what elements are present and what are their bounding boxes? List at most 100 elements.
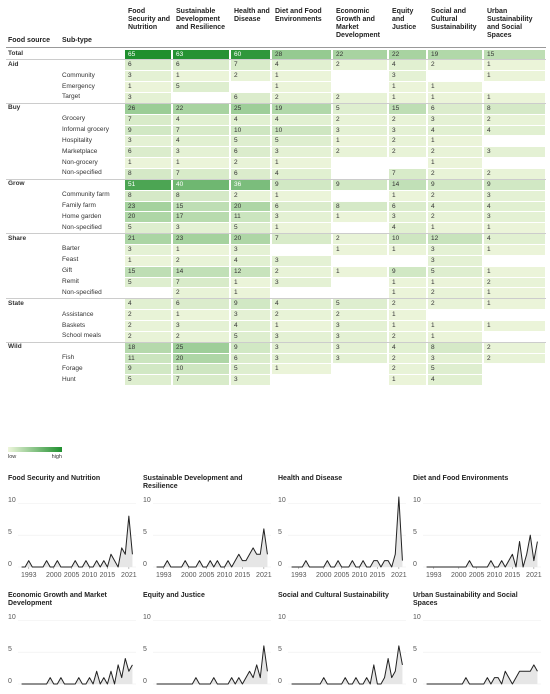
y-tick-label: 10 — [8, 614, 16, 621]
cell: 12 — [428, 234, 482, 244]
cell: 65 — [125, 49, 171, 60]
rule — [6, 102, 546, 104]
cell: 3 — [231, 310, 270, 320]
cell: 3 — [125, 71, 171, 82]
cell: 6 — [125, 147, 171, 158]
cell: 3 — [272, 342, 331, 353]
row-label: Remit — [62, 278, 79, 286]
cell: 2 — [173, 331, 229, 342]
cell: 4 — [389, 342, 426, 353]
cell: 9 — [125, 364, 171, 375]
cell: 2 — [333, 147, 387, 158]
row-label: Assistance — [62, 310, 94, 318]
cell: 3 — [333, 125, 387, 136]
line — [21, 515, 133, 568]
cell: 1 — [272, 158, 331, 168]
cell: 36 — [231, 179, 270, 190]
cell: 6 — [231, 168, 270, 179]
cell: 7 — [231, 60, 270, 71]
row-label: Grocery — [62, 115, 86, 123]
cell: 6 — [173, 299, 229, 310]
cell: 1 — [389, 244, 426, 255]
cell: 9 — [231, 342, 270, 353]
cell: 3 — [272, 212, 331, 223]
cell: 1 — [272, 71, 331, 82]
header: Sub-type — [62, 37, 92, 44]
cell: 19 — [272, 103, 331, 114]
header: Food Security and Nutrition — [128, 8, 171, 32]
cell: 1 — [428, 321, 482, 331]
row-label: Total — [8, 50, 24, 57]
cell: 1 — [389, 375, 426, 386]
cell: 3 — [173, 147, 229, 158]
row-label: Emergency — [62, 82, 95, 90]
cell: 1 — [428, 136, 482, 147]
cell: 1 — [272, 190, 331, 201]
y-tick-label: 10 — [278, 497, 286, 504]
cell: 1 — [389, 92, 426, 103]
cell: 4 — [231, 114, 270, 125]
chart-title: Health and Disease — [278, 475, 343, 482]
x-tick-label: 1993 — [291, 572, 307, 579]
x-tick-label: 2000 — [181, 572, 197, 579]
cell: 5 — [173, 82, 229, 92]
cell: 2 — [428, 288, 482, 299]
cell: 2 — [389, 364, 426, 375]
legend-gradient — [8, 447, 62, 452]
row-label: State — [8, 299, 24, 307]
cell: 25 — [231, 103, 270, 114]
header: Urban Sustainability and Social Spaces — [487, 8, 533, 40]
x-tick-label: 1993 — [156, 572, 172, 579]
cell: 1 — [389, 277, 426, 288]
cell: 20 — [231, 201, 270, 212]
y-tick-label: 0 — [8, 561, 12, 568]
y-tick-label: 5 — [278, 646, 282, 653]
cell: 2 — [428, 147, 482, 158]
cell: 2 — [125, 331, 171, 342]
cell: 3 — [173, 321, 229, 331]
y-tick-label: 0 — [278, 678, 282, 685]
cell: 2 — [389, 136, 426, 147]
area — [291, 497, 403, 567]
line — [291, 645, 403, 685]
y-tick-label: 0 — [143, 678, 147, 685]
cell: 1 — [428, 331, 482, 342]
area — [21, 658, 133, 684]
cell: 2 — [389, 147, 426, 158]
cell: 3 — [389, 71, 426, 82]
legend-label: low — [8, 454, 17, 460]
cell: 3 — [484, 190, 545, 201]
cell: 5 — [428, 364, 482, 375]
cell: 15 — [389, 103, 426, 114]
cell: 2 — [173, 255, 229, 266]
cell: 22 — [389, 49, 426, 60]
cell: 10 — [173, 364, 229, 375]
cell: 9 — [428, 179, 482, 190]
row-label: Grow — [8, 180, 25, 188]
chart-title: Sustainable Development and Resilience — [143, 475, 243, 491]
cell: 11 — [125, 353, 171, 364]
y-tick-label: 10 — [413, 497, 421, 504]
header: Food source — [8, 37, 51, 44]
header: Social and Cultural Sustainability — [431, 8, 477, 32]
cell: 9 — [272, 179, 331, 190]
cell: 5 — [333, 103, 387, 114]
cell: 1 — [428, 277, 482, 288]
y-tick-label: 5 — [278, 529, 282, 536]
cell: 1 — [428, 223, 482, 234]
x-tick-label: 2021 — [256, 572, 272, 579]
cell: 2 — [272, 266, 331, 277]
cell: 1 — [272, 364, 331, 375]
cell: 1 — [231, 277, 270, 288]
cell: 1 — [333, 136, 387, 147]
cell: 6 — [389, 201, 426, 212]
cell: 2 — [173, 288, 229, 299]
cell: 1 — [272, 82, 331, 92]
cell: 6 — [231, 353, 270, 364]
cell: 5 — [231, 364, 270, 375]
x-tick-label: 2021 — [121, 572, 137, 579]
cell: 1 — [484, 321, 545, 331]
cell: 2 — [333, 92, 387, 103]
